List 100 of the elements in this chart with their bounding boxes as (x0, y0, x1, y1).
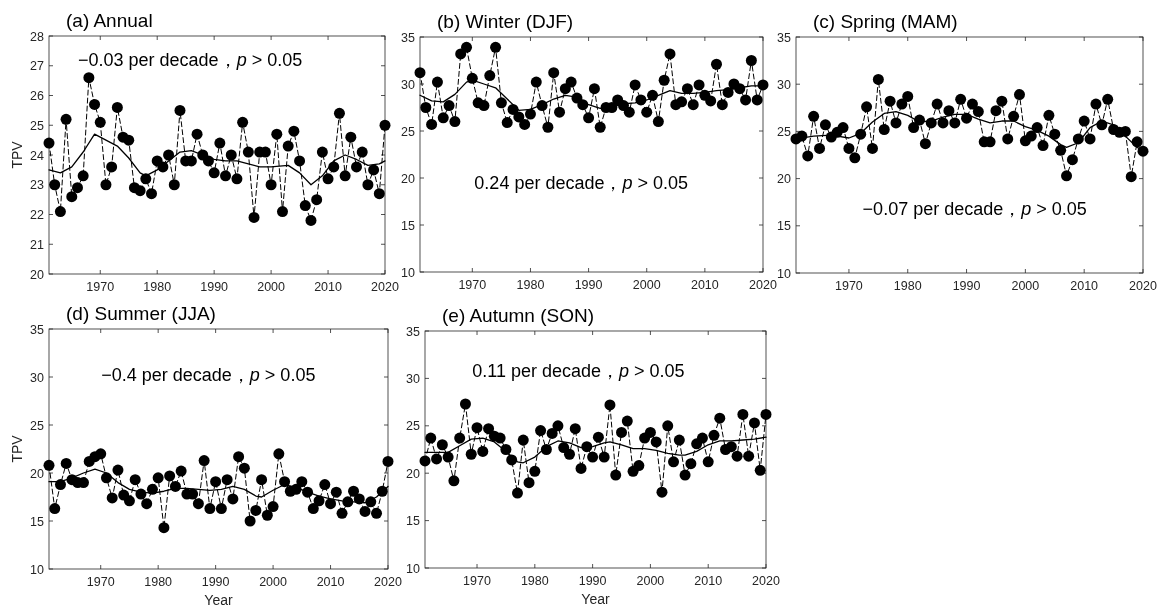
y-tick-label: 26 (30, 89, 45, 103)
point (966, 98, 978, 110)
point (382, 455, 394, 467)
point (261, 509, 273, 521)
point (483, 423, 495, 435)
x-tick-label: 2000 (259, 575, 288, 589)
point (621, 415, 633, 427)
point (267, 501, 279, 513)
x-tick-label: 2000 (1011, 279, 1040, 293)
point (333, 107, 345, 119)
point (878, 124, 890, 136)
point (356, 146, 368, 158)
point (89, 98, 101, 110)
point (662, 420, 674, 432)
x-tick-label: 2000 (257, 280, 286, 294)
point (972, 106, 984, 118)
point (443, 100, 455, 112)
point (322, 173, 334, 185)
annotation: −0.03 per decade，p > 0.05 (78, 49, 303, 70)
point (215, 503, 227, 515)
x-tick-label: 1980 (143, 280, 172, 294)
point (94, 116, 106, 128)
point (1008, 110, 1020, 122)
point (336, 507, 348, 519)
point (996, 95, 1008, 107)
y-tick-label: 30 (406, 371, 421, 386)
point (112, 464, 124, 476)
point (519, 118, 531, 130)
point (693, 79, 705, 91)
point (43, 459, 55, 471)
point (129, 474, 141, 486)
point (426, 118, 438, 130)
point (748, 417, 760, 429)
x-tick-label: 1990 (200, 280, 229, 294)
point (943, 105, 955, 117)
point (71, 182, 83, 194)
x-axis-title: Year (581, 591, 610, 607)
y-tick-label: 23 (30, 178, 45, 193)
point (371, 507, 383, 519)
point (319, 479, 331, 491)
point (60, 457, 72, 469)
x-axis-title: Year (204, 592, 233, 608)
point (227, 493, 239, 505)
point (731, 450, 743, 462)
point (658, 74, 670, 86)
point (242, 146, 254, 158)
point (282, 140, 294, 152)
point (745, 55, 757, 66)
point (679, 469, 691, 481)
point (325, 498, 337, 510)
point (294, 155, 306, 167)
point (362, 179, 374, 191)
point (629, 79, 641, 91)
point (316, 146, 328, 158)
x-tick-label: 1970 (86, 575, 115, 589)
point (604, 399, 616, 411)
point (307, 503, 319, 515)
point (210, 476, 222, 488)
point (1043, 109, 1055, 121)
point (837, 122, 849, 134)
point (1049, 128, 1061, 140)
point (425, 432, 437, 444)
y-axis-title: TPV (9, 434, 25, 463)
point (134, 185, 146, 197)
x-tick-label: 2020 (749, 278, 777, 292)
annotation: 0.24 per decade，p > 0.05 (474, 172, 689, 193)
point (449, 116, 461, 128)
point (359, 505, 371, 517)
point (192, 498, 204, 510)
point (919, 138, 931, 150)
point (43, 137, 55, 149)
x-tick-label: 1970 (86, 280, 115, 294)
point (191, 128, 203, 140)
point (575, 462, 587, 474)
point (511, 487, 523, 499)
y-tick-label: 25 (406, 419, 421, 434)
point (696, 432, 708, 444)
point (83, 72, 95, 84)
point (908, 122, 920, 134)
point (552, 420, 564, 432)
point (66, 191, 78, 203)
point (339, 170, 351, 182)
y-tick-label: 15 (401, 218, 416, 233)
point (644, 426, 656, 438)
point (373, 188, 385, 200)
point (633, 460, 645, 472)
point (477, 445, 489, 457)
point (808, 110, 820, 122)
point (299, 200, 311, 212)
point (872, 73, 884, 85)
point (548, 67, 560, 79)
point (379, 119, 391, 131)
point (523, 477, 535, 489)
point (123, 495, 135, 507)
point (687, 99, 699, 111)
point (100, 179, 112, 191)
y-tick-label: 20 (30, 466, 45, 481)
y-tick-label: 10 (30, 562, 45, 577)
x-tick-label: 2010 (1070, 279, 1099, 293)
y-tick-label: 30 (401, 77, 416, 92)
